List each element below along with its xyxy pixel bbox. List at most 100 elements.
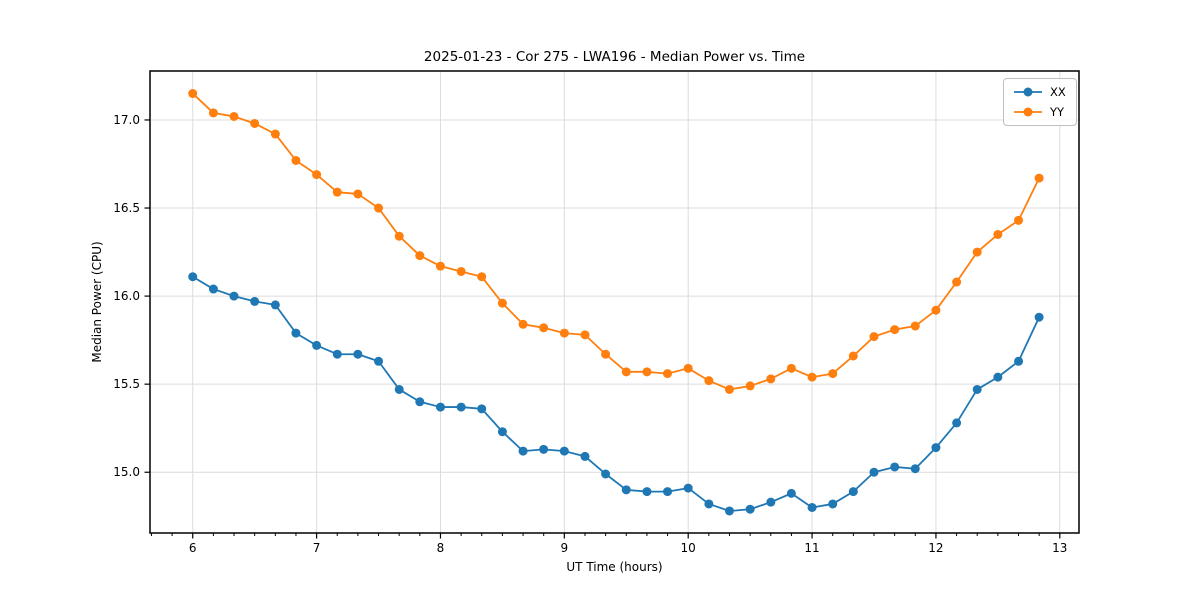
- data-point-marker-yy: [952, 277, 962, 287]
- data-point-marker-xx: [559, 446, 569, 456]
- data-point-marker-yy: [972, 247, 982, 257]
- data-point-marker-xx: [621, 485, 631, 495]
- data-point-marker-yy: [745, 381, 755, 391]
- data-point-marker-yy: [683, 363, 693, 373]
- x-tick-label: 13: [1052, 541, 1067, 555]
- legend-label-xx: XX: [1050, 85, 1066, 99]
- data-point-marker-yy: [663, 369, 673, 379]
- legend-sample-marker: [1023, 87, 1033, 97]
- y-tick-label: 15.0: [113, 465, 140, 479]
- data-point-marker-yy: [312, 170, 322, 180]
- y-axis-title: Median Power (CPU): [90, 241, 104, 363]
- y-tick-label: 15.5: [113, 377, 140, 391]
- legend-label-yy: YY: [1050, 105, 1065, 119]
- data-point-marker-yy: [374, 203, 384, 213]
- data-point-marker-xx: [539, 444, 549, 454]
- data-point-marker-xx: [931, 443, 941, 453]
- data-point-marker-xx: [724, 506, 734, 516]
- data-point-marker-xx: [497, 427, 507, 437]
- data-point-marker-xx: [910, 464, 920, 474]
- data-point-marker-xx: [890, 462, 900, 472]
- data-point-marker-xx: [229, 291, 239, 301]
- y-tick-label: 16.0: [113, 289, 140, 303]
- data-point-marker-yy: [704, 376, 714, 386]
- legend-sample-glyph: [1014, 87, 1042, 97]
- data-point-marker-xx: [642, 487, 652, 497]
- data-point-marker-xx: [828, 499, 838, 509]
- data-point-marker-xx: [869, 467, 879, 477]
- x-tick-label: 9: [561, 541, 569, 555]
- data-point-marker-xx: [518, 446, 528, 456]
- legend-sample-glyph: [1014, 107, 1042, 117]
- data-point-marker-xx: [952, 418, 962, 428]
- data-point-marker-yy: [229, 111, 239, 121]
- data-point-marker-xx: [704, 499, 714, 509]
- data-point-marker-xx: [456, 402, 466, 412]
- data-point-marker-yy: [456, 266, 466, 276]
- x-tick-label: 10: [681, 541, 696, 555]
- data-point-marker-xx: [208, 284, 218, 294]
- data-point-marker-xx: [374, 356, 384, 366]
- data-point-marker-xx: [580, 451, 590, 461]
- data-point-marker-xx: [332, 349, 342, 359]
- data-point-marker-xx: [1034, 312, 1044, 322]
- data-point-marker-yy: [435, 261, 445, 271]
- data-point-marker-yy: [580, 330, 590, 340]
- data-point-marker-xx: [972, 384, 982, 394]
- data-point-marker-yy: [786, 363, 796, 373]
- data-point-marker-xx: [786, 488, 796, 498]
- data-point-marker-yy: [1034, 173, 1044, 183]
- data-point-marker-xx: [683, 483, 693, 493]
- x-tick-label: 11: [804, 541, 819, 555]
- plot-border: [149, 70, 1080, 534]
- y-tick-label: 17.0: [113, 113, 140, 127]
- data-point-marker-yy: [910, 321, 920, 331]
- data-point-marker-xx: [250, 296, 260, 306]
- data-point-marker-yy: [250, 118, 260, 128]
- x-tick-label: 8: [437, 541, 445, 555]
- y-tick-label: 16.5: [113, 201, 140, 215]
- data-point-marker-xx: [766, 497, 776, 507]
- data-point-marker-xx: [848, 487, 858, 497]
- data-point-marker-yy: [807, 372, 817, 382]
- data-point-marker-yy: [188, 89, 198, 99]
- data-point-marker-yy: [518, 319, 528, 329]
- data-point-marker-yy: [848, 351, 858, 361]
- data-point-marker-yy: [642, 367, 652, 377]
- data-point-marker-yy: [291, 155, 301, 165]
- chart-title: 2025-01-23 - Cor 275 - LWA196 - Median P…: [423, 49, 806, 65]
- data-point-marker-yy: [559, 328, 569, 338]
- data-point-marker-xx: [663, 487, 673, 497]
- data-point-marker-yy: [415, 251, 425, 261]
- data-point-marker-yy: [353, 189, 363, 199]
- data-point-marker-yy: [539, 323, 549, 333]
- legend-line-sample-yy: [1013, 106, 1043, 118]
- data-point-marker-xx: [745, 504, 755, 514]
- data-point-marker-yy: [993, 229, 1003, 239]
- data-point-marker-xx: [1014, 356, 1024, 366]
- x-tick-label: 6: [189, 541, 197, 555]
- data-point-marker-yy: [270, 129, 280, 139]
- data-point-marker-yy: [394, 231, 404, 241]
- legend: XX YY: [1003, 78, 1077, 126]
- legend-item-xx: XX: [1013, 84, 1066, 100]
- x-axis-title: UT Time (hours): [566, 560, 663, 574]
- data-point-marker-yy: [621, 367, 631, 377]
- legend-sample-marker: [1023, 107, 1033, 117]
- data-point-marker-yy: [477, 272, 487, 282]
- data-point-marker-yy: [931, 305, 941, 315]
- data-point-marker-xx: [312, 340, 322, 350]
- data-point-marker-yy: [208, 108, 218, 118]
- data-point-marker-xx: [188, 272, 198, 282]
- data-point-marker-yy: [869, 332, 879, 342]
- data-point-marker-yy: [890, 325, 900, 335]
- data-point-marker-xx: [353, 349, 363, 359]
- data-point-marker-xx: [270, 300, 280, 310]
- data-point-marker-xx: [435, 402, 445, 412]
- data-point-marker-yy: [332, 187, 342, 197]
- data-point-marker-xx: [415, 397, 425, 407]
- data-point-marker-xx: [993, 372, 1003, 382]
- data-point-marker-xx: [807, 502, 817, 512]
